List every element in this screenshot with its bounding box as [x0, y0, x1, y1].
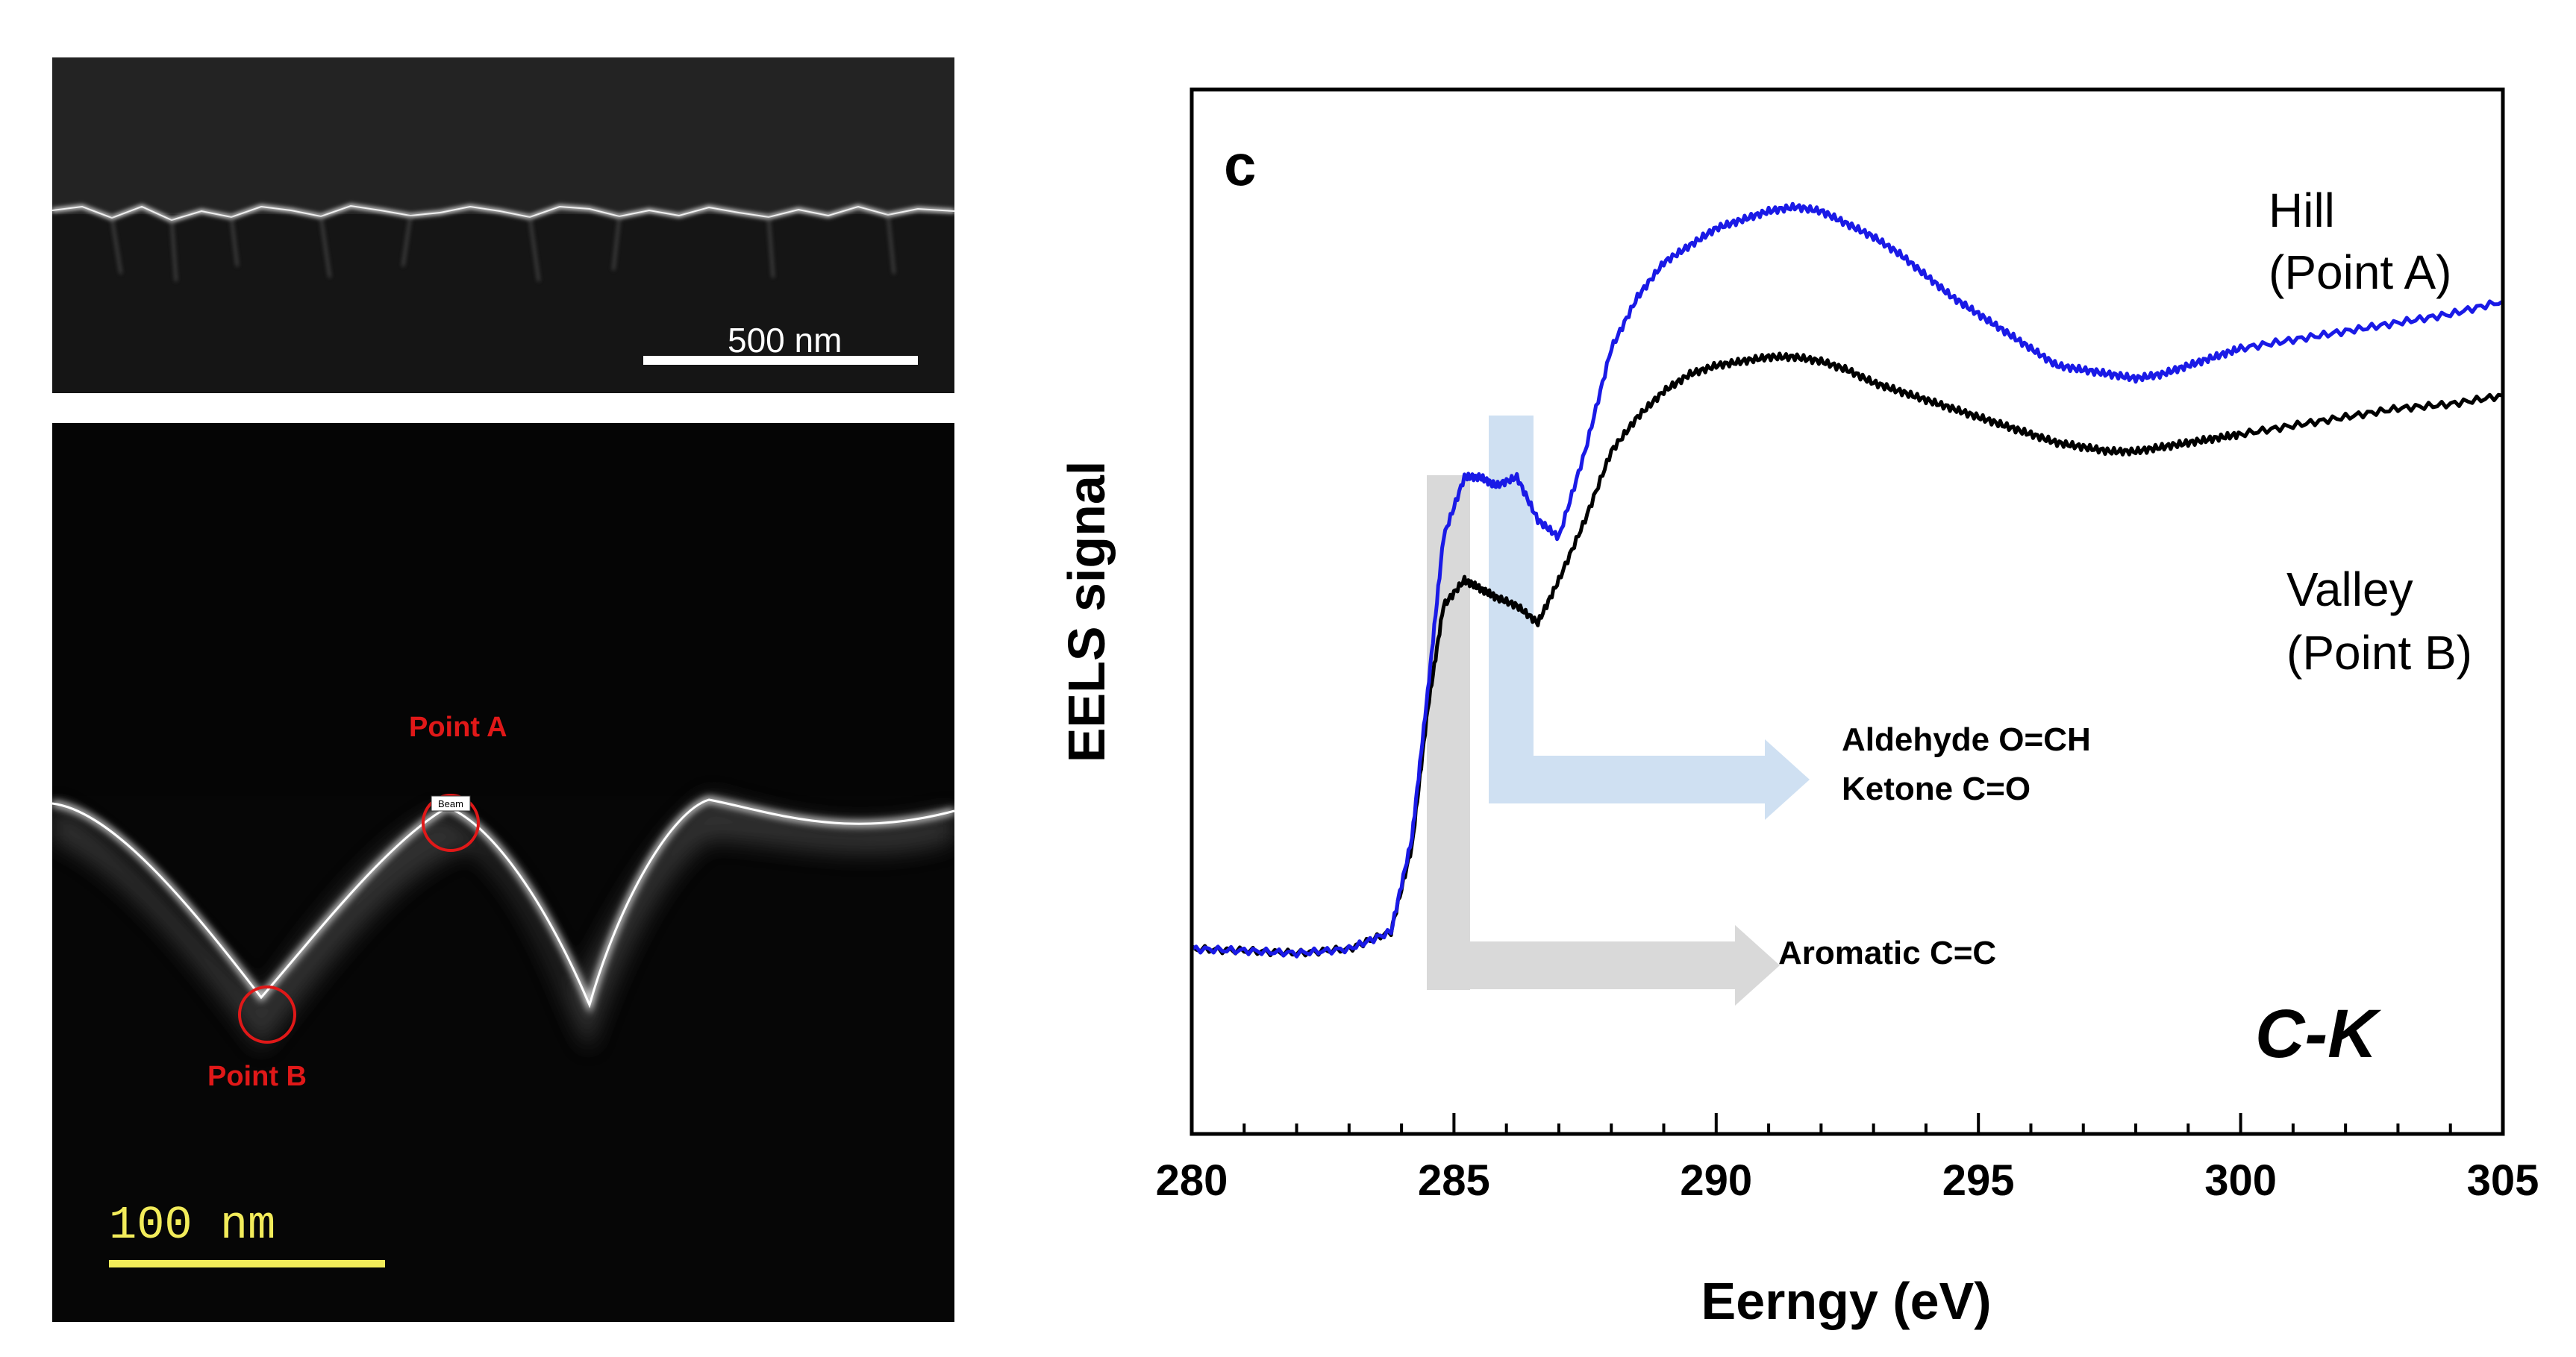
point-a-marker — [422, 794, 480, 852]
ketone-label: Ketone C=O — [1842, 771, 2031, 807]
sem-image-panel-a: a 500 nm — [52, 57, 954, 393]
x-tick-label: 295 — [1942, 1156, 2015, 1205]
edge-label: C-K — [2255, 996, 2382, 1072]
x-tick-label: 305 — [2467, 1156, 2539, 1205]
x-axis-label: Eerngy (eV) — [1701, 1272, 1992, 1330]
x-tick-label: 280 — [1156, 1156, 1228, 1205]
x-tick-label: 300 — [2204, 1156, 2277, 1205]
point-b-label: Point B — [207, 1061, 307, 1092]
scale-bar-b — [109, 1260, 385, 1267]
x-ticks: 280 285 290 295 300 305 — [1156, 1113, 2539, 1205]
sem-surface-profile — [52, 57, 954, 393]
scale-bar-label-b: 100 nm — [109, 1199, 276, 1252]
series-layer — [1190, 201, 2504, 959]
x-tick-label: 290 — [1680, 1156, 1752, 1205]
plot-frame — [1189, 87, 2505, 1136]
aromatic-arrow — [1427, 475, 1780, 1006]
sem-image-panel-b: b Beam Point A Point B 100 nm — [52, 423, 954, 1322]
aromatic-label: Aromatic C=C — [1778, 935, 1996, 971]
beam-label: Beam — [438, 798, 463, 809]
valley-label-line2: (Point B) — [2286, 626, 2472, 680]
sem-cross-section: Beam — [52, 423, 954, 1267]
beam-box — [431, 795, 471, 812]
scale-bar-label-a: 500 nm — [728, 321, 842, 360]
scale-bar-a — [643, 356, 918, 365]
point-b-marker — [238, 985, 296, 1044]
y-axis-label: EELS signal — [1057, 461, 1116, 763]
aldehyde-label: Aldehyde O=CH — [1842, 721, 2091, 758]
series-line-valley — [1190, 351, 2504, 958]
point-a-label: Point A — [409, 712, 507, 743]
valley-label-line1: Valley — [2286, 562, 2413, 616]
panel-letter-c: c — [1224, 132, 1256, 198]
hill-label-line2: (Point A) — [2269, 245, 2451, 299]
aldehyde-ketone-arrow — [1489, 416, 1810, 820]
series-line-hill — [1190, 201, 2504, 959]
hill-label-line1: Hill — [2269, 184, 2335, 237]
x-tick-label: 285 — [1418, 1156, 1490, 1205]
